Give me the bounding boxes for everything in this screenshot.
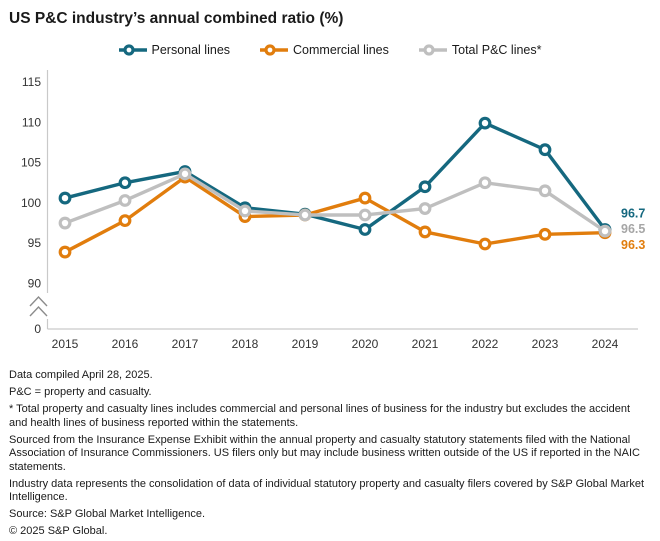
legend-label: Personal lines: [151, 42, 231, 57]
x-tick-label: 2017: [172, 337, 199, 351]
data-point: [118, 176, 132, 190]
axis-break-icon: [29, 295, 48, 307]
x-tick-label: 2023: [532, 337, 559, 351]
footnotes: Data compiled April 28, 2025. P&C = prop…: [9, 369, 660, 539]
data-point: [358, 191, 372, 205]
data-point: [58, 216, 72, 230]
x-tick-label: 2020: [352, 337, 379, 351]
chart-title: US P&C industry’s annual combined ratio …: [9, 10, 344, 27]
y-tick-label: 95: [28, 236, 42, 250]
line-marker-icon: [418, 43, 447, 56]
x-tick-label: 2022: [472, 337, 499, 351]
y-tick-label: 100: [21, 196, 41, 210]
data-point: [538, 227, 552, 241]
footnote-industry-data: Industry data represents the consolidati…: [9, 477, 645, 504]
data-point: [178, 167, 192, 181]
legend-label: Total P&C lines*: [451, 42, 542, 57]
legend-label: Commercial lines: [293, 42, 389, 57]
data-point: [358, 223, 372, 236]
x-tick-label: 2024: [592, 337, 619, 351]
data-point: [298, 208, 312, 222]
legend-item-total-pc-lines: Total P&C lines*: [418, 42, 542, 57]
x-tick-label: 2021: [412, 337, 439, 351]
data-point: [598, 224, 612, 238]
data-point: [538, 184, 552, 198]
y-tick-label: 105: [21, 156, 41, 170]
y-tick-label: 90: [28, 277, 42, 291]
data-point: [478, 176, 492, 190]
data-point: [418, 180, 432, 194]
data-point: [58, 245, 72, 259]
y-tick-label: 115: [22, 75, 41, 89]
x-tick-label: 2016: [112, 337, 139, 351]
chart-canvas: 115 110 105 100 95 90 0 2015 2016 2017 2018 2019 202…: [21, 70, 645, 351]
end-value-label: 96.3: [621, 238, 645, 252]
data-point: [58, 191, 72, 205]
data-point: [118, 194, 132, 207]
x-tick-label: 2015: [52, 337, 79, 351]
footnote-abbreviation: P&C = property and casualty.: [9, 386, 152, 398]
line-marker-icon: [118, 43, 147, 56]
x-tick-label: 2019: [292, 337, 319, 351]
x-tick-label: 2018: [232, 337, 259, 351]
series-line-0: [64, 121, 607, 232]
legend-item-commercial-lines: Commercial lines: [260, 43, 389, 57]
series-line-1: [64, 175, 606, 254]
axis-break-icon: [29, 305, 48, 317]
data-point: [118, 214, 132, 228]
footnote-data-compiled: Data compiled April 28, 2025.: [9, 369, 153, 381]
y-tick-label-zero: 0: [34, 322, 41, 336]
data-point: [238, 204, 252, 218]
footnote-total-lines-definition: * Total property and casualty lines incl…: [9, 403, 631, 429]
line-marker-icon: [260, 43, 289, 56]
data-point: [538, 143, 552, 157]
data-point: [478, 116, 492, 130]
end-value-label: 96.7: [621, 207, 645, 221]
end-value-label: 96.5: [621, 222, 645, 236]
footnote-copyright: © 2025 S&P Global.: [9, 525, 108, 537]
legend-item-personal-lines: Personal lines: [118, 42, 231, 57]
chart-legend: Personal lines Commercial lines Total P&…: [0, 42, 660, 57]
data-point: [358, 208, 372, 222]
axis-break-mask: [42, 293, 53, 319]
series-line-2: [64, 172, 606, 233]
footnote-source: Source: S&P Global Market Intelligence.: [9, 508, 206, 520]
y-tick-label: 110: [22, 115, 41, 129]
data-point: [478, 237, 492, 251]
footnote-sourcing: Sourced from the Insurance Expense Exhib…: [9, 433, 640, 473]
data-point: [418, 225, 432, 239]
data-point: [418, 202, 432, 215]
